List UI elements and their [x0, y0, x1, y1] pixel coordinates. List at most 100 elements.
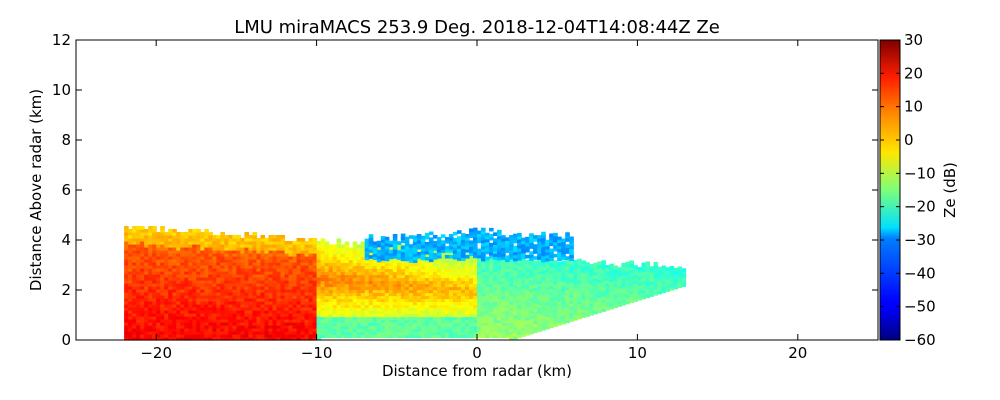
echo-cell: [501, 259, 506, 264]
echo-cell: [356, 331, 362, 336]
echo-cell: [392, 295, 398, 300]
echo-cell: [288, 259, 294, 263]
echo-cell: [629, 287, 634, 292]
echo-cell: [268, 262, 274, 266]
echo-cell: [168, 289, 173, 293]
y-tick-label: 10: [52, 81, 71, 99]
echo-cell: [569, 312, 574, 316]
echo-cell: [396, 262, 402, 267]
echo-cell: [308, 256, 314, 260]
echo-cell: [152, 244, 157, 248]
echo-cell: [188, 337, 193, 341]
echo-cell: [304, 250, 310, 254]
echo-cell: [477, 230, 482, 235]
echo-cell: [176, 316, 181, 320]
echo-cell: [356, 307, 362, 312]
echo-cell: [464, 334, 470, 339]
echo-cell: [657, 278, 663, 283]
echo-cell: [152, 331, 157, 335]
echo-cell: [228, 325, 233, 329]
echo-cell: [464, 307, 470, 312]
echo-cell: [272, 292, 278, 296]
echo-cell: [513, 269, 518, 274]
echo-cell: [312, 337, 318, 341]
echo-cell: [208, 295, 213, 299]
echo-cell: [348, 274, 354, 279]
echo-cell: [360, 262, 366, 267]
echo-cell: [220, 262, 225, 266]
echo-cell: [228, 253, 233, 257]
echo-cell: [300, 277, 306, 281]
echo-cell: [477, 262, 482, 267]
echo-cell: [517, 313, 522, 318]
echo-cell: [184, 256, 189, 260]
echo-cell: [545, 325, 550, 330]
echo-cell: [424, 283, 430, 288]
echo-cell: [172, 238, 177, 242]
echo-cell: [521, 237, 526, 242]
colorbar-tick-label: −40: [904, 264, 936, 282]
echo-cell: [521, 327, 526, 331]
echo-cell: [240, 280, 246, 284]
echo-cell: [348, 247, 354, 252]
echo-cell: [284, 310, 290, 314]
echo-cell: [316, 256, 322, 260]
echo-cell: [240, 244, 246, 248]
echo-cell: [368, 265, 374, 270]
echo-cell: [140, 286, 145, 290]
echo-cell: [537, 268, 542, 272]
echo-cell: [360, 277, 366, 282]
echo-cell: [481, 331, 486, 336]
echo-cell: [396, 310, 402, 315]
echo-cell: [288, 322, 294, 326]
echo-cell: [204, 268, 209, 272]
echo-cell: [468, 265, 474, 270]
echo-cell: [513, 275, 518, 280]
echo-cell: [541, 297, 546, 301]
echo-cell: [481, 265, 486, 270]
echo-cell: [557, 316, 562, 320]
echo-cell: [577, 279, 582, 284]
echo-cell: [324, 328, 330, 333]
echo-cell: [364, 289, 370, 294]
echo-cell: [360, 307, 366, 312]
echo-cell: [136, 301, 141, 305]
echo-cell: [392, 334, 398, 339]
echo-cell: [549, 264, 554, 269]
echo-cell: [188, 277, 193, 281]
echo-cell: [188, 274, 193, 278]
echo-cell: [621, 263, 626, 267]
echo-cell: [192, 331, 197, 335]
echo-cell: [356, 301, 362, 306]
echo-cell: [344, 289, 350, 294]
echo-cell: [581, 302, 586, 307]
echo-cell: [248, 328, 254, 332]
echo-cell: [188, 331, 193, 335]
echo-cell: [513, 320, 518, 325]
echo-cell: [533, 314, 538, 319]
echo-cell: [216, 292, 221, 296]
echo-cell: [264, 238, 270, 242]
echo-cell: [545, 301, 550, 306]
echo-cell: [497, 247, 502, 252]
echo-cell: [521, 333, 526, 337]
echo-cell: [428, 240, 434, 245]
echo-cell: [452, 319, 458, 324]
echo-cell: [280, 334, 286, 338]
echo-cell: [481, 283, 486, 288]
echo-cell: [472, 262, 478, 267]
echo-cell: [396, 292, 402, 297]
echo-cell: [505, 255, 510, 259]
echo-cell: [232, 310, 237, 314]
echo-cell: [549, 312, 554, 317]
echo-cell: [128, 274, 133, 278]
echo-cell: [352, 328, 358, 333]
echo-cell: [324, 271, 330, 276]
echo-cell: [440, 259, 446, 264]
echo-cell: [428, 246, 434, 251]
echo-cell: [601, 296, 606, 300]
echo-cell: [388, 255, 394, 260]
echo-cell: [316, 322, 322, 326]
echo-cell: [477, 307, 482, 312]
echo-cell: [152, 250, 157, 254]
